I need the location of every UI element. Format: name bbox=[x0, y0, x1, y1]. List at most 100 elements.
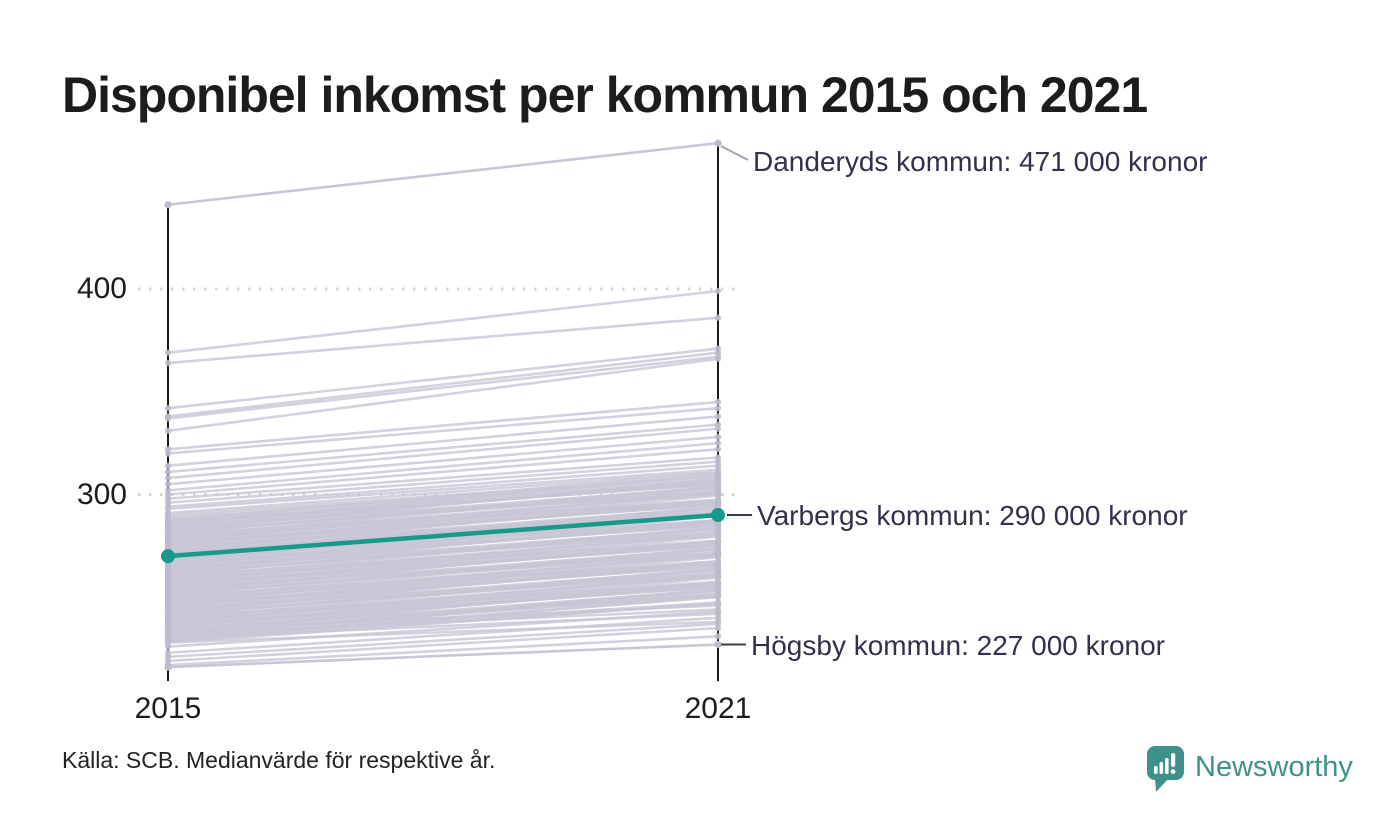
highlight-point-2015 bbox=[161, 549, 175, 564]
slope-line bbox=[166, 470, 720, 515]
slope-point-2015 bbox=[164, 481, 172, 488]
slope-point-2021 bbox=[714, 578, 722, 585]
slope-line bbox=[166, 491, 720, 531]
slope-line bbox=[166, 532, 720, 572]
slope-point-2021 bbox=[714, 529, 722, 536]
slope-point-2021 bbox=[714, 624, 722, 632]
slope-point-2021 bbox=[714, 405, 722, 412]
newsworthy-logo-icon bbox=[1147, 746, 1184, 792]
slope-point-2021 bbox=[714, 570, 722, 577]
slope-line bbox=[166, 464, 720, 509]
slope-line bbox=[166, 441, 720, 492]
slope-line bbox=[166, 435, 720, 486]
slope-line bbox=[166, 503, 720, 544]
slope-line bbox=[166, 634, 720, 667]
newsworthy-branding: Newsworthy bbox=[1146, 741, 1353, 793]
annotation-varberg: Varbergs kommun: 290 000 kronor bbox=[757, 500, 1188, 531]
slope-line bbox=[166, 427, 720, 480]
slope-line bbox=[166, 400, 720, 451]
slope-point-2021 bbox=[714, 440, 722, 447]
slope-line bbox=[166, 531, 720, 569]
slope-line bbox=[166, 468, 720, 511]
slope-line bbox=[166, 482, 720, 523]
slope-line bbox=[166, 620, 720, 644]
slope-line bbox=[166, 626, 720, 663]
slope-point-2021 bbox=[714, 355, 722, 362]
slope-point-2021 bbox=[714, 591, 722, 598]
slope-line bbox=[166, 498, 720, 536]
slope-line bbox=[166, 580, 720, 619]
slope-line bbox=[166, 415, 720, 468]
slope-point-2015 bbox=[164, 517, 172, 524]
slope-line bbox=[166, 616, 720, 655]
slope-line bbox=[166, 456, 720, 500]
y-axis-tick-300: 300 bbox=[76, 478, 127, 511]
slope-point-2015 bbox=[164, 643, 172, 650]
source-note: Källa: SCB. Medianvärde för respektive å… bbox=[62, 747, 496, 773]
highlight-line-Danderyds kommun bbox=[166, 141, 720, 207]
slope-point-2021 bbox=[714, 425, 722, 432]
slope-line bbox=[166, 544, 720, 585]
highlight-point-2015 bbox=[164, 201, 172, 209]
slope-point-2021 bbox=[714, 633, 722, 640]
highlight-point-2021 bbox=[714, 640, 722, 649]
slope-point-2021 bbox=[714, 537, 722, 544]
slope-line bbox=[166, 519, 720, 560]
slope-point-2015 bbox=[164, 462, 172, 469]
slope-point-2015 bbox=[164, 405, 172, 412]
slope-line bbox=[166, 601, 720, 639]
slope-point-2021 bbox=[714, 287, 722, 295]
slope-point-2015 bbox=[164, 359, 172, 367]
slope-line bbox=[166, 592, 720, 631]
slope-line bbox=[166, 471, 720, 522]
slope-line bbox=[166, 460, 720, 505]
slope-point-2021 bbox=[714, 446, 722, 453]
x-axis-label-2021: 2021 bbox=[684, 692, 752, 725]
newsworthy-wordmark: Newsworthy bbox=[1195, 750, 1353, 783]
annotation-danderyd: Danderyds kommun: 471 000 kronor bbox=[753, 146, 1208, 177]
slope-line bbox=[166, 511, 720, 552]
slope-point-2021 bbox=[714, 602, 722, 609]
slope-line bbox=[166, 581, 720, 622]
slope-line bbox=[166, 490, 720, 528]
highlight-line-Högsby kommun bbox=[166, 643, 720, 669]
slope-line bbox=[166, 351, 720, 418]
slope-point-2021 bbox=[714, 614, 722, 621]
slope-point-2021 bbox=[714, 608, 722, 615]
slope-line bbox=[166, 572, 720, 610]
slope-point-2021 bbox=[714, 496, 722, 503]
slope-point-2021 bbox=[714, 549, 722, 557]
slope-point-2021 bbox=[714, 433, 722, 441]
slope-line bbox=[166, 423, 720, 474]
highlight-point-2015 bbox=[164, 663, 172, 671]
slope-line bbox=[166, 524, 720, 564]
highlight-point-2021 bbox=[711, 508, 725, 523]
slope-line bbox=[166, 316, 720, 365]
slope-line bbox=[166, 347, 720, 410]
slope-point-2015 bbox=[164, 349, 172, 356]
slope-line bbox=[166, 610, 720, 648]
slope-point-2021 bbox=[714, 413, 722, 420]
annotation-hogsby: Högsby kommun: 227 000 kronor bbox=[751, 630, 1165, 661]
slope-point-2021 bbox=[714, 558, 722, 565]
slope-point-2021 bbox=[714, 481, 722, 488]
x-axis-label-2015: 2015 bbox=[134, 692, 202, 725]
slope-line bbox=[166, 499, 720, 539]
slope-line bbox=[166, 559, 720, 598]
slope-point-2021 bbox=[714, 398, 722, 406]
highlight-point-2021 bbox=[714, 139, 722, 147]
slope-line bbox=[166, 540, 720, 581]
slope-point-2015 bbox=[164, 415, 172, 422]
chart-title: Disponibel inkomst per kommun 2015 och 2… bbox=[62, 67, 1148, 123]
slope-line bbox=[166, 406, 720, 455]
slope-line bbox=[166, 565, 720, 605]
slope-line bbox=[166, 355, 720, 420]
slope-line bbox=[166, 561, 720, 601]
slope-line bbox=[166, 573, 720, 613]
slope-point-2021 bbox=[714, 488, 722, 495]
slope-line bbox=[166, 585, 720, 626]
slope-line bbox=[166, 510, 720, 549]
slope-line bbox=[166, 608, 720, 636]
